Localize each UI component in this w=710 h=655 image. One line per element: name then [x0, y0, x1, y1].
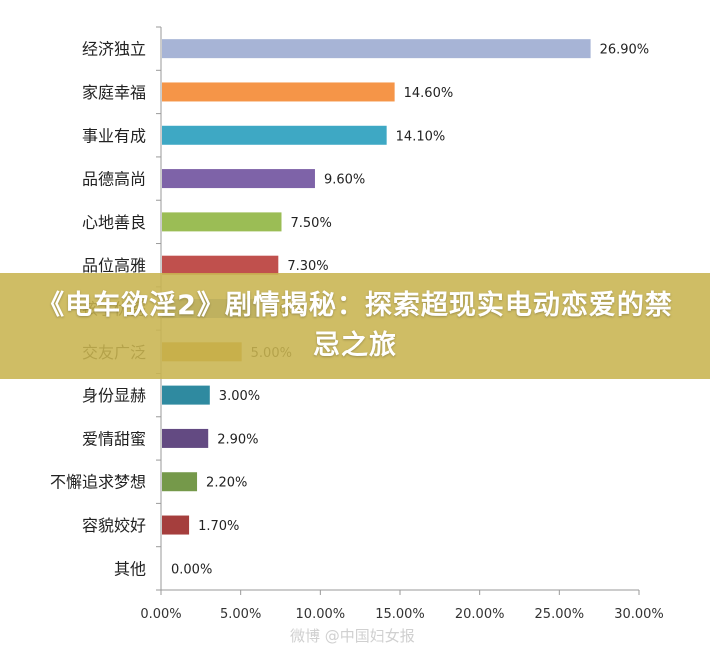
- category-label: 心地善良: [82, 213, 146, 232]
- bar: [162, 212, 282, 232]
- category-label: 爱情甜蜜: [82, 429, 146, 448]
- x-tick-label: 25.00%: [535, 607, 585, 622]
- value-label: 3.00%: [219, 389, 260, 404]
- bar: [162, 82, 395, 102]
- x-tick-label: 0.00%: [140, 607, 181, 622]
- value-label: 9.60%: [324, 173, 365, 188]
- bar: [162, 385, 210, 405]
- value-label: 7.50%: [291, 216, 332, 231]
- value-label: 14.10%: [396, 129, 446, 144]
- value-label: 7.30%: [287, 259, 328, 274]
- bar: [162, 255, 279, 275]
- category-label: 身份显赫: [82, 386, 146, 405]
- category-label: 不懈追求梦想: [50, 473, 146, 492]
- category-label: 其他: [114, 559, 146, 578]
- value-label: 0.00%: [171, 562, 212, 577]
- banner-title: 《电车欲淫2》剧情揭秘：探索超现实电动恋爱的禁忌之旅: [37, 290, 673, 361]
- value-label: 2.20%: [206, 476, 247, 491]
- category-label: 容貌姣好: [82, 516, 146, 535]
- x-tick-label: 30.00%: [614, 607, 664, 622]
- category-label: 事业有成: [82, 126, 146, 145]
- bar: [162, 428, 209, 448]
- x-tick-label: 10.00%: [296, 607, 346, 622]
- value-label: 2.90%: [217, 432, 258, 447]
- category-label: 经济独立: [82, 40, 146, 59]
- bar: [162, 472, 198, 492]
- watermark: 微博 @中国妇女报: [290, 627, 415, 645]
- bar: [162, 125, 387, 145]
- category-label: 品位高雅: [82, 256, 146, 275]
- x-tick-label: 20.00%: [455, 607, 505, 622]
- title-banner: 《电车欲淫2》剧情揭秘：探索超现实电动恋爱的禁忌之旅: [0, 273, 710, 379]
- value-label: 26.90%: [600, 43, 650, 58]
- value-label: 14.60%: [404, 86, 454, 101]
- bar: [162, 169, 315, 189]
- category-label: 家庭幸福: [82, 83, 146, 102]
- x-tick-label: 5.00%: [220, 607, 261, 622]
- bar: [162, 515, 190, 535]
- x-tick-label: 15.00%: [375, 607, 425, 622]
- value-label: 1.70%: [198, 519, 239, 534]
- bar: [162, 39, 591, 59]
- category-label: 品德高尚: [82, 170, 146, 189]
